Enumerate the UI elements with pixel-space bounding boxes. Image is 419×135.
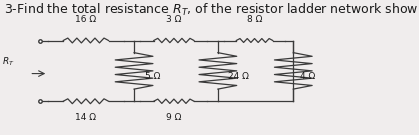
Text: 9 Ω: 9 Ω xyxy=(166,113,181,122)
Text: 8 Ω: 8 Ω xyxy=(247,15,262,24)
Text: 4 Ω: 4 Ω xyxy=(300,72,315,81)
Text: 5 Ω: 5 Ω xyxy=(145,72,160,81)
Text: $R_T$: $R_T$ xyxy=(2,55,15,68)
Text: 24 Ω: 24 Ω xyxy=(228,72,249,81)
Text: 3 Ω: 3 Ω xyxy=(166,15,181,24)
Text: 3-Find the total resistance $R_T$, of the resistor ladder network shown in Fig: 3-Find the total resistance $R_T$, of th… xyxy=(4,1,419,18)
Text: 16 Ω: 16 Ω xyxy=(75,15,96,24)
Text: 14 Ω: 14 Ω xyxy=(75,113,96,122)
